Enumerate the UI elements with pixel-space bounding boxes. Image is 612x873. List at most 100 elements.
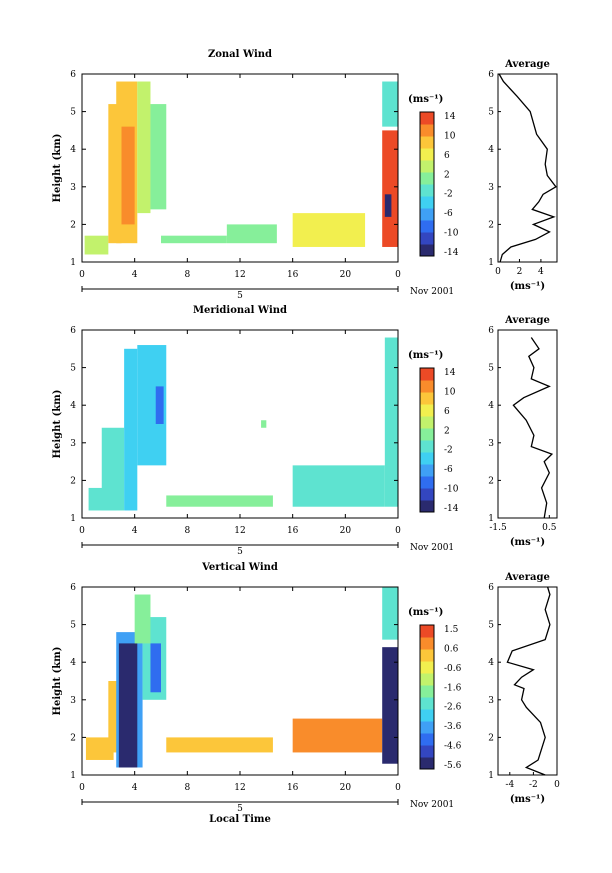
colorbar-swatch [420, 721, 434, 734]
average-y-tick-label: 1 [488, 514, 494, 524]
heatmap-cell [150, 643, 161, 693]
colorbar-swatch [420, 428, 434, 441]
heatmap-cell [382, 647, 398, 764]
heatmap-cell [121, 126, 135, 225]
colorbar-swatch [420, 673, 434, 686]
heatmap-cell [384, 337, 398, 507]
average-y-tick-label: 2 [488, 733, 494, 743]
colorbar-swatch [420, 649, 434, 662]
y-tick-label: 6 [70, 70, 76, 80]
colorbar-tick-label: -2 [444, 446, 453, 456]
colorbar-swatch [420, 416, 434, 429]
average-y-tick-label: 2 [488, 476, 494, 486]
colorbar-swatch [420, 488, 434, 501]
colorbar-tick-label: 10 [444, 387, 456, 397]
average-y-tick-label: 4 [488, 145, 494, 155]
colorbar-swatch [420, 196, 434, 209]
y-tick-label: 5 [70, 621, 76, 631]
average-y-tick-label: 1 [488, 771, 494, 781]
x-tick-label: 0 [79, 783, 85, 793]
x-tick-label: 16 [287, 526, 299, 536]
y-tick-label: 3 [70, 439, 76, 449]
colorbar-tick-label: -14 [444, 248, 459, 258]
y-tick-label: 5 [70, 108, 76, 118]
heatmap-cell [137, 81, 151, 214]
colorbar-swatch [420, 733, 434, 746]
colorbar-tick-label: 14 [444, 368, 456, 378]
colorbar-swatch [420, 476, 434, 489]
colorbar-swatch [420, 184, 434, 197]
colorbar-tick-label: -4.6 [444, 742, 462, 752]
colorbar-swatch [420, 136, 434, 149]
average-y-tick-label: 1 [488, 258, 494, 268]
colorbar-swatch [420, 368, 434, 381]
x-tick-label: 20 [340, 783, 352, 793]
panel-title: Vertical Wind [201, 562, 278, 573]
colorbar-swatch [420, 464, 434, 477]
average-y-tick-label: 4 [488, 658, 494, 668]
colorbar-swatch [420, 625, 434, 638]
colorbar-swatch [420, 637, 434, 650]
colorbar-swatch [420, 440, 434, 453]
average-profile-line [498, 73, 557, 263]
colorbar-swatch [420, 124, 434, 137]
month-label: Nov 2001 [410, 543, 454, 553]
colorbar-tick-label: -2 [444, 190, 453, 200]
colorbar-swatch [420, 112, 434, 125]
colorbar-tick-label: 1.5 [444, 625, 459, 635]
average-y-tick-label: 5 [488, 621, 494, 631]
colorbar-swatch [420, 160, 434, 173]
heatmap-cell [84, 235, 109, 255]
colorbar-swatch [420, 500, 434, 513]
average-y-tick-label: 5 [488, 108, 494, 118]
colorbar-tick-label: -6 [444, 209, 453, 219]
colorbar-tick-label: -6 [444, 465, 453, 475]
y-axis-label: Height (km) [52, 134, 63, 203]
average-y-tick-label: 6 [488, 70, 494, 80]
average-x-tick-label: 0.5 [542, 523, 557, 533]
colorbar-tick-label: 2 [444, 426, 450, 436]
x-tick-label: 20 [340, 270, 352, 280]
y-tick-label: 4 [70, 658, 76, 668]
colorbar-swatch [420, 148, 434, 161]
x-tick-label: 0 [395, 270, 401, 280]
y-tick-label: 1 [70, 514, 76, 524]
x-tick-label: 4 [132, 270, 138, 280]
colorbar-swatch [420, 208, 434, 221]
x-tick-label: 4 [132, 783, 138, 793]
average-profile-line [512, 337, 554, 519]
heatmap-cell [261, 420, 267, 428]
colorbar-tick-label: -1.6 [444, 683, 462, 693]
colorbar-tick-label: -5.6 [444, 761, 462, 771]
x-tick-label: 12 [234, 526, 245, 536]
heatmap-cell [166, 737, 273, 753]
colorbar-tick-label: -3.6 [444, 722, 462, 732]
x-axis-label: Local Time [209, 814, 271, 825]
average-title: Average [504, 315, 550, 326]
average-x-tick-label: 0 [495, 267, 501, 277]
colorbar-swatch [420, 697, 434, 710]
y-tick-label: 1 [70, 258, 76, 268]
average-title: Average [504, 59, 550, 70]
colorbar-tick-label: -0.6 [444, 664, 462, 674]
y-tick-label: 2 [70, 476, 76, 486]
average-unit: (ms⁻¹) [510, 794, 545, 805]
colorbar-tick-label: 10 [444, 131, 456, 141]
x-tick-label: 8 [184, 526, 190, 536]
average-y-tick-label: 3 [488, 183, 494, 193]
colorbar-swatch [420, 709, 434, 722]
y-tick-label: 3 [70, 696, 76, 706]
average-frame [497, 73, 558, 263]
heatmap-cell [101, 427, 125, 511]
y-axis-label: Height (km) [52, 647, 63, 716]
x-tick-label: 0 [79, 526, 85, 536]
panel-title: Meridional Wind [193, 305, 287, 316]
day-marker: 5 [237, 291, 243, 301]
colorbar-tick-label: 0.6 [444, 644, 459, 654]
y-tick-label: 1 [70, 771, 76, 781]
colorbar-frame [419, 624, 435, 770]
average-y-tick-label: 4 [488, 401, 494, 411]
colorbar-tick-label: -14 [444, 504, 459, 514]
colorbar-tick-label: 2 [444, 170, 450, 180]
colorbar-unit: (ms⁻¹) [408, 607, 443, 618]
